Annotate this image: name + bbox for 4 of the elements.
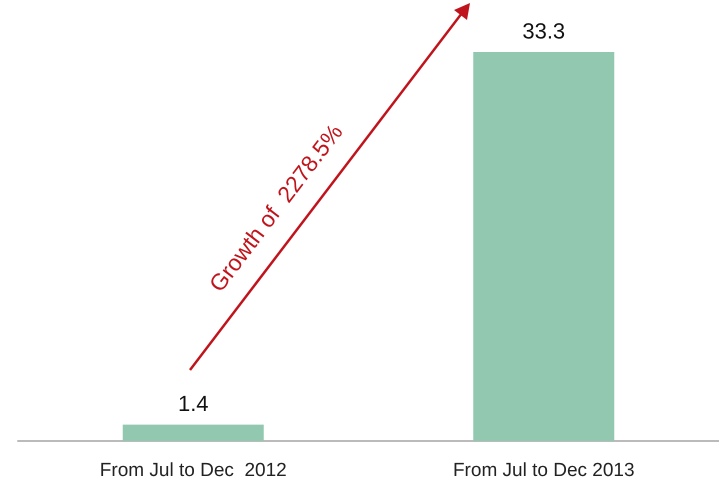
- x-tick-label: From Jul to Dec 2013: [452, 460, 635, 481]
- x-tick-label: From Jul to Dec 2012: [100, 460, 287, 481]
- data-label: 33.3: [522, 18, 566, 44]
- data-label: 1.4: [178, 391, 209, 416]
